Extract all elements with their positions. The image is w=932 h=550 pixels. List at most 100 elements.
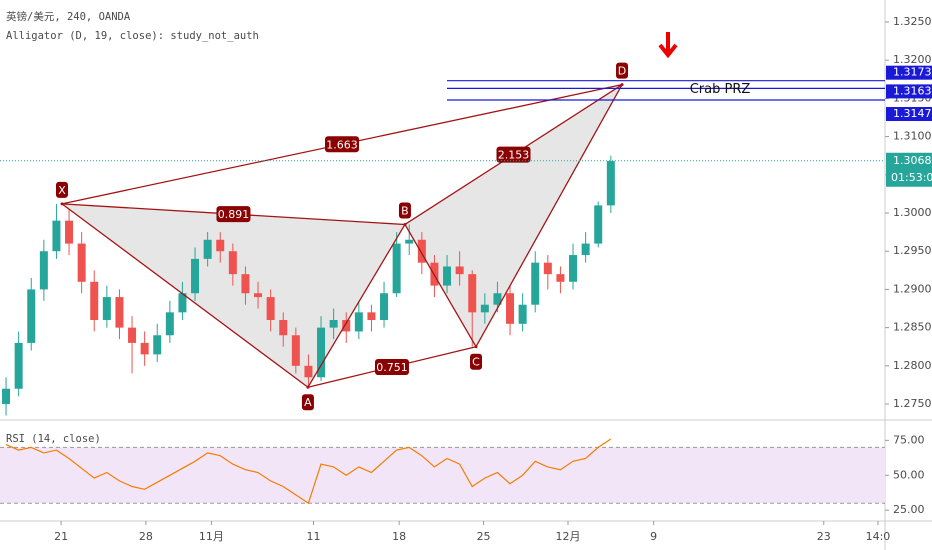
candle-body xyxy=(569,255,578,282)
y-tick-label: 1.31000 xyxy=(893,130,932,143)
candle-body xyxy=(191,258,200,294)
pattern-point xyxy=(620,83,624,87)
last-price-box xyxy=(886,152,932,187)
candle-body xyxy=(354,312,363,332)
ratio-box xyxy=(216,206,251,223)
y-tick-label: 1.32000 xyxy=(893,53,932,66)
point-box xyxy=(470,353,483,370)
point-label: B xyxy=(401,204,409,217)
point-box xyxy=(55,181,68,198)
pattern-point xyxy=(60,202,64,206)
y-tick-label: 1.29000 xyxy=(893,282,932,295)
candle-body xyxy=(606,161,615,206)
y-tick-label: 1.30000 xyxy=(893,206,932,219)
point-label: X xyxy=(58,184,66,197)
candle-body xyxy=(65,220,74,244)
ratio-label: 0.891 xyxy=(218,208,250,221)
candle-body xyxy=(543,262,552,275)
candle-body xyxy=(266,297,275,320)
candle-body xyxy=(392,243,401,294)
candle-body xyxy=(115,297,124,328)
pattern-line xyxy=(307,224,406,388)
indicator-label: Alligator (D, 19, close): study_not_auth xyxy=(6,30,259,42)
candle-body xyxy=(480,304,489,313)
candle-body xyxy=(90,281,99,320)
candle-body xyxy=(317,327,326,378)
candle-body xyxy=(279,319,288,336)
ratio-box xyxy=(374,358,409,375)
candle-body xyxy=(556,274,565,282)
pattern-line xyxy=(404,224,477,348)
x-tick-label: 18 xyxy=(392,530,406,543)
candle-body xyxy=(52,220,61,252)
rsi-y-tick-label: 50.00 xyxy=(893,468,925,481)
point-label: C xyxy=(472,356,480,369)
candle-body xyxy=(417,239,426,263)
x-tick-label: 28 xyxy=(139,530,153,543)
point-box xyxy=(616,62,629,79)
candle-body xyxy=(380,293,389,320)
candle-body xyxy=(291,335,300,366)
candle-body xyxy=(455,266,464,275)
prz-price-box xyxy=(886,65,932,80)
prz-price-box xyxy=(886,84,932,99)
candle-body xyxy=(140,342,149,355)
candle-body xyxy=(468,274,477,313)
x-tick-label: 11 xyxy=(306,530,320,543)
candle-body xyxy=(2,388,11,405)
candle-body xyxy=(241,274,250,294)
rsi-title: RSI (14, close) xyxy=(6,433,101,445)
x-tick-label: 14:0 xyxy=(866,530,891,543)
ratio-label: 2.153 xyxy=(498,149,530,162)
rsi-line xyxy=(5,438,612,505)
candle-body xyxy=(102,297,111,320)
candle-body xyxy=(518,304,527,324)
candle-body xyxy=(443,266,452,286)
x-tick-label: 21 xyxy=(54,530,68,543)
candle-body xyxy=(128,327,137,343)
candle-body xyxy=(594,205,603,244)
prz-price-label: 1.31732 xyxy=(893,66,932,79)
candle-body xyxy=(14,342,23,389)
point-label: A xyxy=(304,396,312,409)
candle-body xyxy=(178,293,187,313)
point-box xyxy=(301,394,314,411)
pattern-point xyxy=(474,345,478,349)
candle-body xyxy=(203,239,212,259)
candle-body xyxy=(27,289,36,343)
point-label: D xyxy=(618,65,626,78)
candle-body xyxy=(254,293,263,298)
last-price-label: 1.30684 xyxy=(893,154,932,167)
prz-price-box xyxy=(886,107,932,122)
candle-body xyxy=(153,335,162,355)
candle-body xyxy=(165,312,174,336)
x-tick-label: 25 xyxy=(477,530,491,543)
pattern-line xyxy=(475,84,623,348)
pattern-point xyxy=(306,385,310,389)
candle-body xyxy=(39,251,48,290)
ratio-label: 0.751 xyxy=(376,361,408,374)
pattern-point xyxy=(403,222,407,226)
candle-body xyxy=(367,312,376,320)
ratio-box xyxy=(325,136,360,153)
y-tick-label: 1.28000 xyxy=(893,359,932,372)
rsi-y-tick-label: 25.00 xyxy=(893,503,925,516)
rsi-band xyxy=(0,447,885,504)
candle-body xyxy=(77,243,86,282)
down-arrow xyxy=(658,32,678,59)
ratio-label: 1.663 xyxy=(326,138,358,151)
candle-body xyxy=(493,293,502,305)
y-tick-label: 1.27500 xyxy=(893,397,932,410)
y-tick-label: 1.32500 xyxy=(893,15,932,28)
countdown-label: 01:53:01 xyxy=(891,171,932,184)
y-tick-label: 1.29500 xyxy=(893,244,932,257)
ratio-box xyxy=(496,146,531,163)
y-tick-label: 1.28500 xyxy=(893,321,932,334)
pattern-line xyxy=(61,203,309,388)
point-box xyxy=(398,202,411,219)
candle-body xyxy=(531,262,540,305)
x-tick-label: 23 xyxy=(817,530,831,543)
candle-body xyxy=(581,243,590,256)
chart-title: 英镑/美元, 240, OANDA xyxy=(6,10,131,23)
